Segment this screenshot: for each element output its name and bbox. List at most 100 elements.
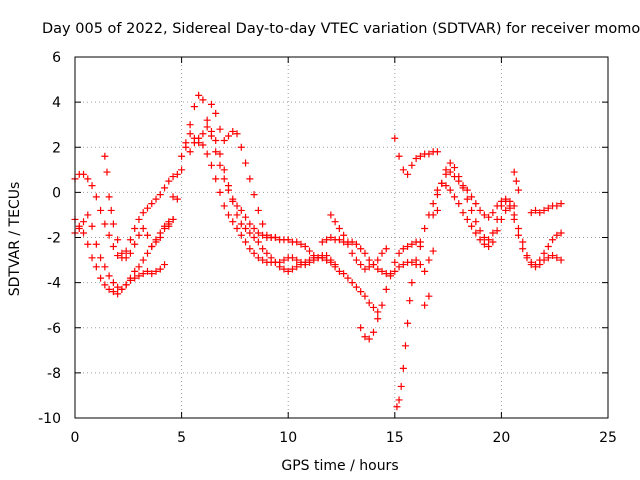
data-point-plus: [101, 281, 109, 289]
data-point-plus: [246, 229, 254, 237]
data-point-plus: [178, 152, 186, 160]
data-point-plus: [446, 159, 454, 167]
data-point-plus: [182, 139, 190, 147]
data-point-plus: [442, 170, 450, 178]
data-point-plus: [284, 236, 292, 244]
data-point-plus: [536, 209, 544, 217]
data-point-plus: [450, 173, 458, 181]
data-point-plus: [148, 270, 156, 278]
data-point-plus: [280, 256, 288, 264]
series-arc-18: [527, 200, 565, 217]
data-point-plus: [506, 197, 514, 205]
data-point-plus: [335, 224, 343, 232]
data-point-plus: [519, 245, 527, 253]
data-point-plus: [476, 236, 484, 244]
data-point-plus: [161, 222, 169, 230]
data-point-plus: [169, 193, 177, 201]
data-point-plus: [101, 220, 109, 228]
y-tick-label: 2: [52, 140, 61, 156]
data-point-plus: [429, 200, 437, 208]
data-point-plus: [216, 150, 224, 158]
data-point-plus: [97, 206, 105, 214]
data-point-plus: [114, 283, 122, 291]
data-point-plus: [263, 231, 271, 239]
data-point-plus: [455, 177, 463, 185]
data-point-plus: [318, 254, 326, 262]
data-point-plus: [92, 263, 100, 271]
data-point-plus: [463, 195, 471, 203]
data-point-plus: [156, 265, 164, 273]
data-point-plus: [288, 254, 296, 262]
data-point-plus: [399, 245, 407, 253]
data-point-plus: [186, 121, 194, 129]
data-point-plus: [220, 166, 228, 174]
data-point-plus: [161, 261, 169, 269]
data-point-plus: [331, 218, 339, 226]
data-point-plus: [310, 256, 318, 264]
y-tick-label: -2: [47, 231, 61, 247]
data-point-plus: [135, 215, 143, 223]
data-point-plus: [101, 263, 109, 271]
data-point-plus: [468, 206, 476, 214]
data-point-plus: [421, 267, 429, 275]
data-point-plus: [254, 229, 262, 237]
data-point-plus: [109, 220, 117, 228]
data-point-plus: [143, 267, 151, 275]
data-point-plus: [425, 150, 433, 158]
data-point-plus: [84, 175, 92, 183]
data-point-plus: [468, 222, 476, 230]
data-point-plus: [480, 240, 488, 248]
data-point-plus: [207, 100, 215, 108]
data-point-plus: [327, 211, 335, 219]
data-point-plus: [527, 209, 535, 217]
data-point-plus: [103, 168, 111, 176]
data-point-plus: [203, 116, 211, 124]
data-point-plus: [544, 204, 552, 212]
data-point-plus: [378, 267, 386, 275]
data-point-plus: [143, 231, 151, 239]
data-point-plus: [391, 134, 399, 142]
data-point-plus: [101, 152, 109, 160]
data-point-plus: [502, 195, 510, 203]
data-point-plus: [229, 127, 237, 135]
data-point-plus: [212, 136, 220, 144]
data-point-plus: [450, 193, 458, 201]
data-point-plus: [382, 245, 390, 253]
data-point-plus: [75, 224, 83, 232]
data-point-plus: [361, 333, 369, 341]
data-point-plus: [254, 254, 262, 262]
data-point-plus: [246, 220, 254, 228]
data-point-plus: [378, 301, 386, 309]
x-tick-label: 20: [492, 430, 510, 446]
data-point-plus: [254, 206, 262, 214]
data-point-plus: [357, 288, 365, 296]
data-point-plus: [365, 256, 373, 264]
data-point-plus: [412, 155, 420, 163]
data-point-plus: [406, 297, 414, 305]
data-point-plus: [237, 143, 245, 151]
data-point-plus: [397, 382, 405, 390]
data-point-plus: [195, 91, 203, 99]
data-point-plus: [357, 324, 365, 332]
data-point-plus: [105, 272, 113, 280]
data-point-plus: [335, 236, 343, 244]
data-point-plus: [463, 186, 471, 194]
data-point-plus: [131, 224, 139, 232]
data-point-plus: [450, 164, 458, 172]
data-point-plus: [139, 209, 147, 217]
data-point-plus: [259, 245, 267, 253]
data-point-plus: [557, 256, 565, 264]
data-point-plus: [408, 258, 416, 266]
data-point-plus: [480, 211, 488, 219]
data-point-plus: [212, 109, 220, 117]
data-point-plus: [284, 267, 292, 275]
data-point-plus: [485, 243, 493, 251]
data-point-plus: [199, 96, 207, 104]
data-point-plus: [352, 256, 360, 264]
data-point-plus: [340, 231, 348, 239]
data-point-plus: [374, 308, 382, 316]
data-point-plus: [523, 254, 531, 262]
series-arc-4: [101, 152, 177, 262]
data-point-plus: [331, 263, 339, 271]
data-point-plus: [293, 256, 301, 264]
